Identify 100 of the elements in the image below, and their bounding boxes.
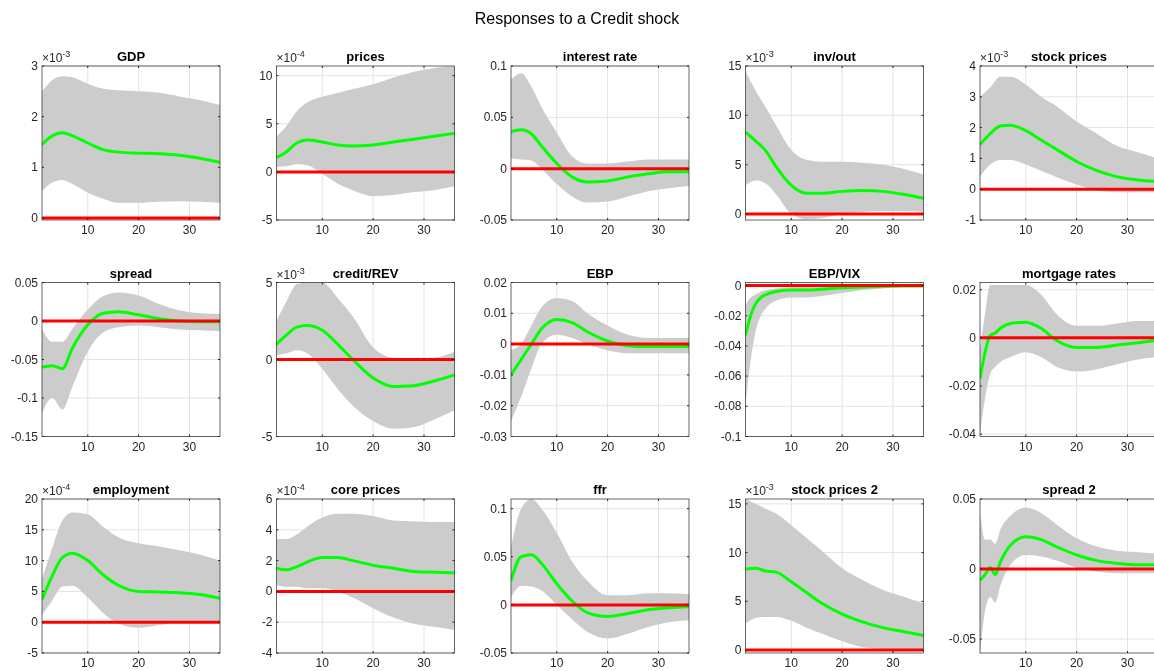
x-tick-label: 30	[182, 223, 197, 237]
y-tick-label: 5	[265, 275, 273, 290]
y-tick-label: -0.04	[714, 338, 742, 353]
x-tick-label: 30	[886, 656, 900, 670]
y-tick-label: -4	[261, 646, 273, 660]
y-axis-title: ×10$^{-3}$	[276, 265, 305, 282]
chart-title: inv/out	[813, 49, 857, 64]
y-tick-label: -0.04	[948, 427, 977, 442]
y-tick-label: 0	[31, 314, 39, 328]
y-axis-title: ×10$^{-3}$	[980, 49, 1009, 65]
chart-title: interest rate	[562, 49, 638, 64]
y-tick-label: -0.08	[714, 399, 742, 414]
y-tick-label: -0.05	[479, 213, 508, 227]
x-tick-label: 20	[131, 656, 146, 670]
y-tick-label: 15	[728, 59, 742, 73]
y-tick-label: 5	[734, 157, 742, 172]
y-tick-label: 0	[969, 562, 977, 576]
y-tick-label: 10	[728, 545, 742, 560]
y-tick-label: 3	[969, 89, 977, 104]
chart-title: spread 2	[1042, 482, 1096, 497]
chart-title: employment	[92, 482, 170, 497]
y-axis-title: ×10$^{-4}$	[276, 49, 305, 65]
x-tick-label: 30	[651, 439, 666, 454]
y-tick-label: 2	[265, 553, 273, 568]
y-tick-label: 5	[31, 584, 39, 599]
y-tick-label: 0.1	[490, 501, 508, 516]
chart-title: stock prices	[1031, 49, 1107, 64]
x-tick-label: 30	[1120, 223, 1135, 237]
y-tick-label: 0	[969, 330, 977, 345]
x-tick-label: 10	[81, 439, 95, 454]
x-tick-label: 20	[1069, 656, 1084, 670]
x-tick-label: 10	[784, 656, 799, 670]
x-tick-label: 10	[81, 656, 95, 670]
y-tick-label: 10	[24, 553, 39, 568]
line-series	[276, 556, 455, 575]
y-tick-label: -5	[261, 429, 273, 444]
x-tick-label: 10	[784, 223, 799, 237]
x-tick-label: 20	[835, 439, 850, 454]
x-tick-label: 20	[131, 223, 146, 237]
y-tick-label: 6	[265, 492, 273, 506]
x-tick-label: 20	[366, 439, 381, 454]
y-tick-label: -0.02	[714, 308, 742, 323]
chart-title: GDP	[116, 49, 146, 64]
y-tick-label: -1	[965, 213, 977, 227]
y-tick-label: -0.02	[948, 378, 977, 393]
x-tick-label: 30	[886, 223, 900, 237]
y-tick-label: 0	[31, 210, 39, 225]
x-tick-label: 10	[1019, 439, 1033, 454]
x-tick-label: 10	[315, 656, 330, 670]
x-tick-label: 30	[1120, 656, 1135, 670]
y-tick-label: 0	[734, 207, 742, 222]
y-tick-label: 3	[31, 59, 39, 73]
x-tick-label: 10	[550, 656, 564, 670]
x-tick-label: 10	[1019, 223, 1033, 237]
chart-title: spread	[109, 265, 153, 281]
x-tick-label: 30	[182, 439, 197, 454]
y-tick-label: 0.05	[14, 275, 39, 290]
y-tick-label: 5	[734, 594, 742, 609]
x-tick-label: 30	[886, 439, 900, 454]
y-tick-label: 1	[31, 160, 39, 175]
x-tick-label: 10	[1019, 656, 1033, 670]
x-tick-label: 20	[366, 656, 381, 670]
y-axis-title: ×10$^{-4}$	[42, 482, 71, 498]
y-tick-label: -0.15	[10, 429, 39, 444]
x-tick-label: 20	[600, 656, 615, 670]
chart-title: mortgage rates	[1022, 265, 1116, 281]
x-tick-label: 10	[81, 223, 95, 237]
y-tick-label: -2	[261, 615, 273, 630]
line-series	[511, 553, 689, 618]
y-tick-label: 10	[728, 108, 742, 123]
text: Responses to a Credit shock	[474, 10, 681, 27]
line-series	[42, 131, 220, 164]
x-tick-label: 30	[651, 656, 666, 670]
line-series	[511, 128, 689, 184]
chart-title: core prices	[330, 482, 401, 497]
line-series	[42, 551, 220, 601]
y-tick-label: 1	[969, 151, 977, 166]
x-tick-label: 30	[417, 439, 431, 454]
x-tick-label: 20	[366, 223, 381, 237]
y-tick-label: 0.02	[483, 275, 508, 290]
y-tick-label: 0.1	[490, 59, 508, 73]
y-tick-label: -0.05	[10, 352, 39, 367]
y-tick-label: 0	[969, 182, 977, 197]
y-tick-label: -0.05	[479, 646, 508, 660]
y-tick-label: 0	[500, 597, 508, 612]
y-tick-label: 0.02	[952, 282, 977, 297]
y-tick-label: 0	[265, 164, 273, 179]
y-tick-label: -0.06	[714, 369, 742, 384]
y-tick-label: 0	[500, 161, 508, 176]
y-tick-label: -0.1	[17, 391, 39, 405]
y-tick-label: 20	[24, 492, 39, 506]
x-tick-label: 20	[600, 439, 615, 454]
y-tick-label: 0.05	[952, 492, 977, 506]
y-tick-label: 0	[265, 352, 273, 367]
y-tick-label: 0	[734, 278, 742, 293]
y-tick-label: -0.02	[479, 398, 508, 413]
line-series	[276, 324, 455, 388]
y-axis-title: ×10$^{-3}$	[745, 482, 774, 498]
y-tick-label: 0	[265, 584, 273, 599]
y-tick-label: 5	[265, 116, 273, 131]
